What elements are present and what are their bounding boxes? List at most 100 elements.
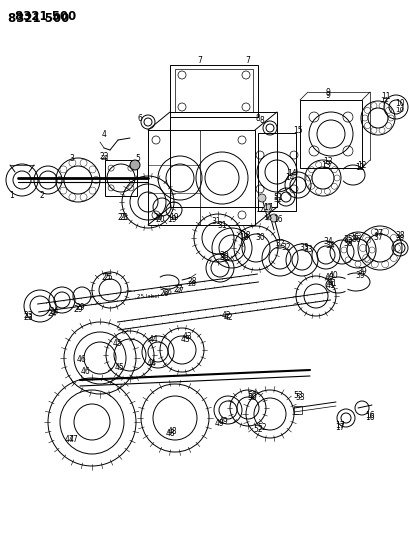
Text: 38: 38 (394, 231, 404, 240)
Text: 43: 43 (183, 333, 192, 342)
Text: 14: 14 (286, 169, 296, 179)
Bar (170, 112, 276, 207)
Text: 25 label: 25 label (137, 294, 159, 298)
Text: 45: 45 (115, 364, 125, 373)
Text: 33: 33 (299, 243, 308, 252)
Text: 26: 26 (159, 289, 169, 298)
Text: 11: 11 (380, 92, 390, 101)
Text: 23: 23 (23, 313, 33, 322)
Circle shape (263, 204, 271, 212)
Text: 33: 33 (302, 246, 312, 254)
Text: 7: 7 (197, 55, 202, 64)
Text: 22: 22 (100, 155, 109, 161)
Text: 50: 50 (247, 392, 256, 400)
Text: 28: 28 (187, 281, 196, 287)
Text: 36: 36 (350, 236, 360, 245)
Text: 24: 24 (47, 310, 57, 319)
Bar (257, 133, 295, 211)
Text: 30: 30 (218, 254, 228, 262)
Text: 52: 52 (256, 424, 266, 432)
Text: 11: 11 (380, 97, 389, 103)
Text: 34: 34 (324, 241, 334, 251)
Text: 8: 8 (255, 114, 260, 123)
Text: 29: 29 (73, 305, 83, 314)
Text: 39: 39 (356, 268, 366, 277)
Text: 31: 31 (217, 221, 226, 230)
Text: 53: 53 (294, 393, 304, 402)
Text: 50: 50 (247, 393, 256, 402)
Text: 1: 1 (9, 191, 14, 200)
Text: 17: 17 (263, 204, 272, 213)
Text: 14: 14 (285, 173, 294, 182)
Text: 24: 24 (49, 308, 58, 317)
Text: 17: 17 (335, 424, 344, 432)
Text: 27: 27 (175, 287, 184, 293)
Text: 36: 36 (348, 232, 358, 241)
Text: 35: 35 (342, 236, 352, 245)
Text: 8321 500: 8321 500 (15, 10, 76, 23)
Text: 6: 6 (137, 114, 142, 123)
Text: 17: 17 (335, 422, 344, 431)
Text: 21: 21 (117, 214, 126, 222)
Text: 16: 16 (272, 215, 282, 224)
Text: 9: 9 (325, 87, 330, 96)
Text: 40: 40 (328, 271, 338, 280)
Bar (299, 100, 361, 168)
Text: 49: 49 (215, 419, 224, 429)
Text: 17: 17 (255, 207, 264, 213)
Text: 45: 45 (113, 340, 123, 349)
Text: 20: 20 (155, 215, 164, 224)
Text: 19: 19 (167, 215, 176, 224)
Text: 18: 18 (239, 233, 248, 243)
Text: 53: 53 (292, 392, 302, 400)
Text: 26: 26 (163, 289, 172, 295)
Text: 2: 2 (40, 190, 44, 199)
Text: 8321 500: 8321 500 (8, 12, 69, 25)
Bar (293, 406, 301, 414)
Text: 42: 42 (222, 313, 232, 322)
Text: 19: 19 (169, 214, 178, 222)
Text: 15: 15 (292, 125, 302, 134)
Text: 41: 41 (324, 281, 334, 290)
Text: 22: 22 (99, 151, 108, 160)
Text: 23: 23 (23, 311, 33, 320)
Text: 13: 13 (322, 157, 332, 166)
Text: 44: 44 (147, 359, 157, 368)
Text: 8: 8 (259, 116, 264, 125)
Text: 38: 38 (395, 235, 404, 241)
Text: 43: 43 (181, 335, 191, 344)
Text: 31: 31 (211, 217, 220, 227)
Text: 27: 27 (173, 286, 182, 295)
Text: 51: 51 (273, 197, 282, 203)
Text: 5: 5 (135, 154, 140, 163)
Bar (175, 69, 252, 112)
Text: 7: 7 (245, 55, 250, 64)
Circle shape (270, 214, 277, 222)
Text: 16: 16 (364, 414, 374, 423)
Text: 13: 13 (320, 160, 330, 169)
Bar (105, 160, 137, 196)
Text: 46: 46 (81, 367, 91, 376)
Text: 16: 16 (364, 411, 374, 421)
Text: 32: 32 (281, 244, 290, 253)
Text: 30: 30 (254, 232, 264, 241)
Bar (148, 130, 254, 225)
Text: 18: 18 (240, 230, 250, 239)
Text: 12: 12 (356, 160, 366, 169)
Text: 12: 12 (354, 164, 364, 173)
Text: 28: 28 (187, 278, 196, 287)
Text: 40: 40 (324, 273, 334, 282)
Text: 4: 4 (101, 130, 106, 139)
Text: 32: 32 (274, 239, 284, 248)
Text: 49: 49 (218, 417, 228, 426)
Text: 51: 51 (272, 193, 282, 203)
Text: 21: 21 (119, 214, 128, 222)
Text: 52: 52 (253, 425, 262, 434)
Text: 10: 10 (395, 107, 404, 113)
Text: 48: 48 (167, 427, 176, 437)
Text: 3: 3 (70, 154, 74, 163)
Text: 25: 25 (101, 273, 110, 282)
Text: 30: 30 (218, 252, 228, 261)
Text: 34: 34 (322, 238, 332, 246)
Text: 47: 47 (69, 435, 79, 445)
